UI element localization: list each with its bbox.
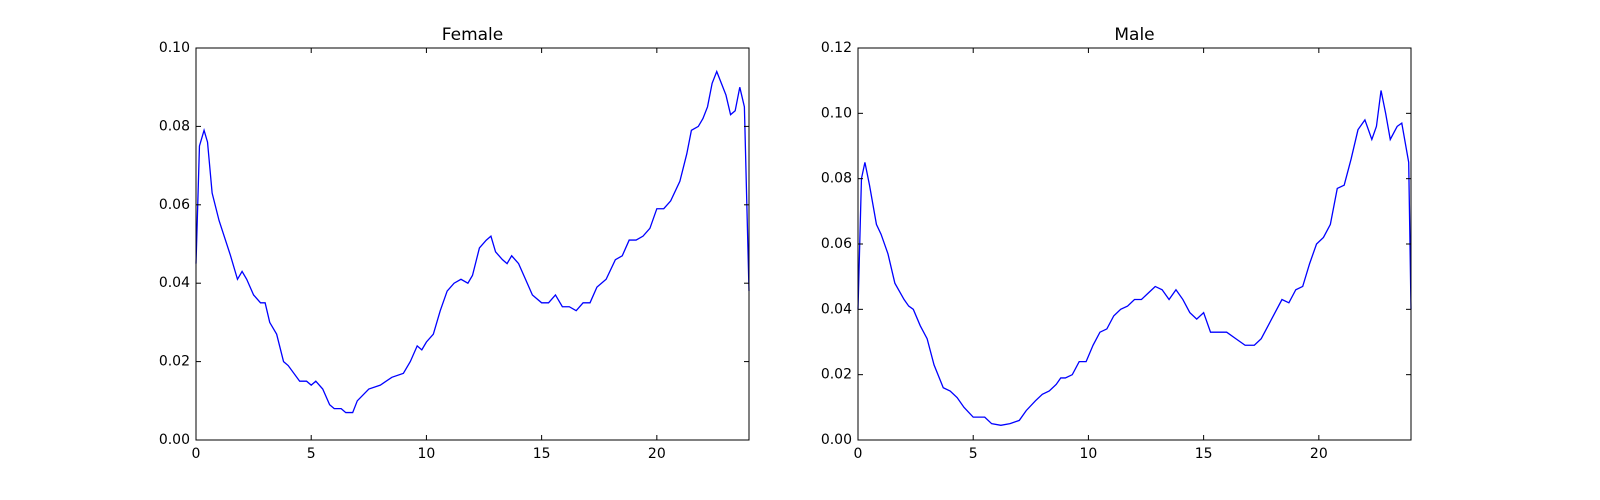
x-tick-label: 20	[1310, 446, 1328, 462]
x-tick-label: 20	[648, 446, 666, 462]
y-tick-label: 0.00	[159, 432, 190, 448]
plot-frame	[195, 47, 750, 441]
y-tick-label: 0.02	[159, 354, 190, 370]
x-tick-label: 5	[969, 446, 978, 462]
y-tick-label: 0.08	[821, 171, 852, 187]
y-tick-label: 0.04	[159, 275, 190, 291]
y-tick-label: 0.02	[821, 367, 852, 383]
chart-title: Male	[1114, 25, 1154, 45]
x-tick-label: 10	[1080, 446, 1098, 462]
y-tick-label: 0.10	[821, 105, 852, 121]
y-tick-label: 0.06	[821, 236, 852, 252]
data-line	[857, 90, 1412, 426]
y-tick-label: 0.06	[159, 197, 190, 213]
y-tick-label: 0.04	[821, 301, 852, 317]
data-line	[195, 69, 750, 414]
x-tick-label: 10	[418, 446, 436, 462]
x-tick-label: 0	[192, 446, 201, 462]
y-tick-label: 0.00	[821, 432, 852, 448]
x-tick-label: 5	[307, 446, 316, 462]
x-tick-label: 0	[854, 446, 863, 462]
y-tick-label: 0.10	[159, 40, 190, 56]
y-tick-label: 0.08	[159, 118, 190, 134]
chart-title: Female	[442, 25, 503, 45]
y-tick-label: 0.12	[821, 40, 852, 56]
x-tick-label: 15	[533, 446, 551, 462]
x-tick-label: 15	[1195, 446, 1213, 462]
